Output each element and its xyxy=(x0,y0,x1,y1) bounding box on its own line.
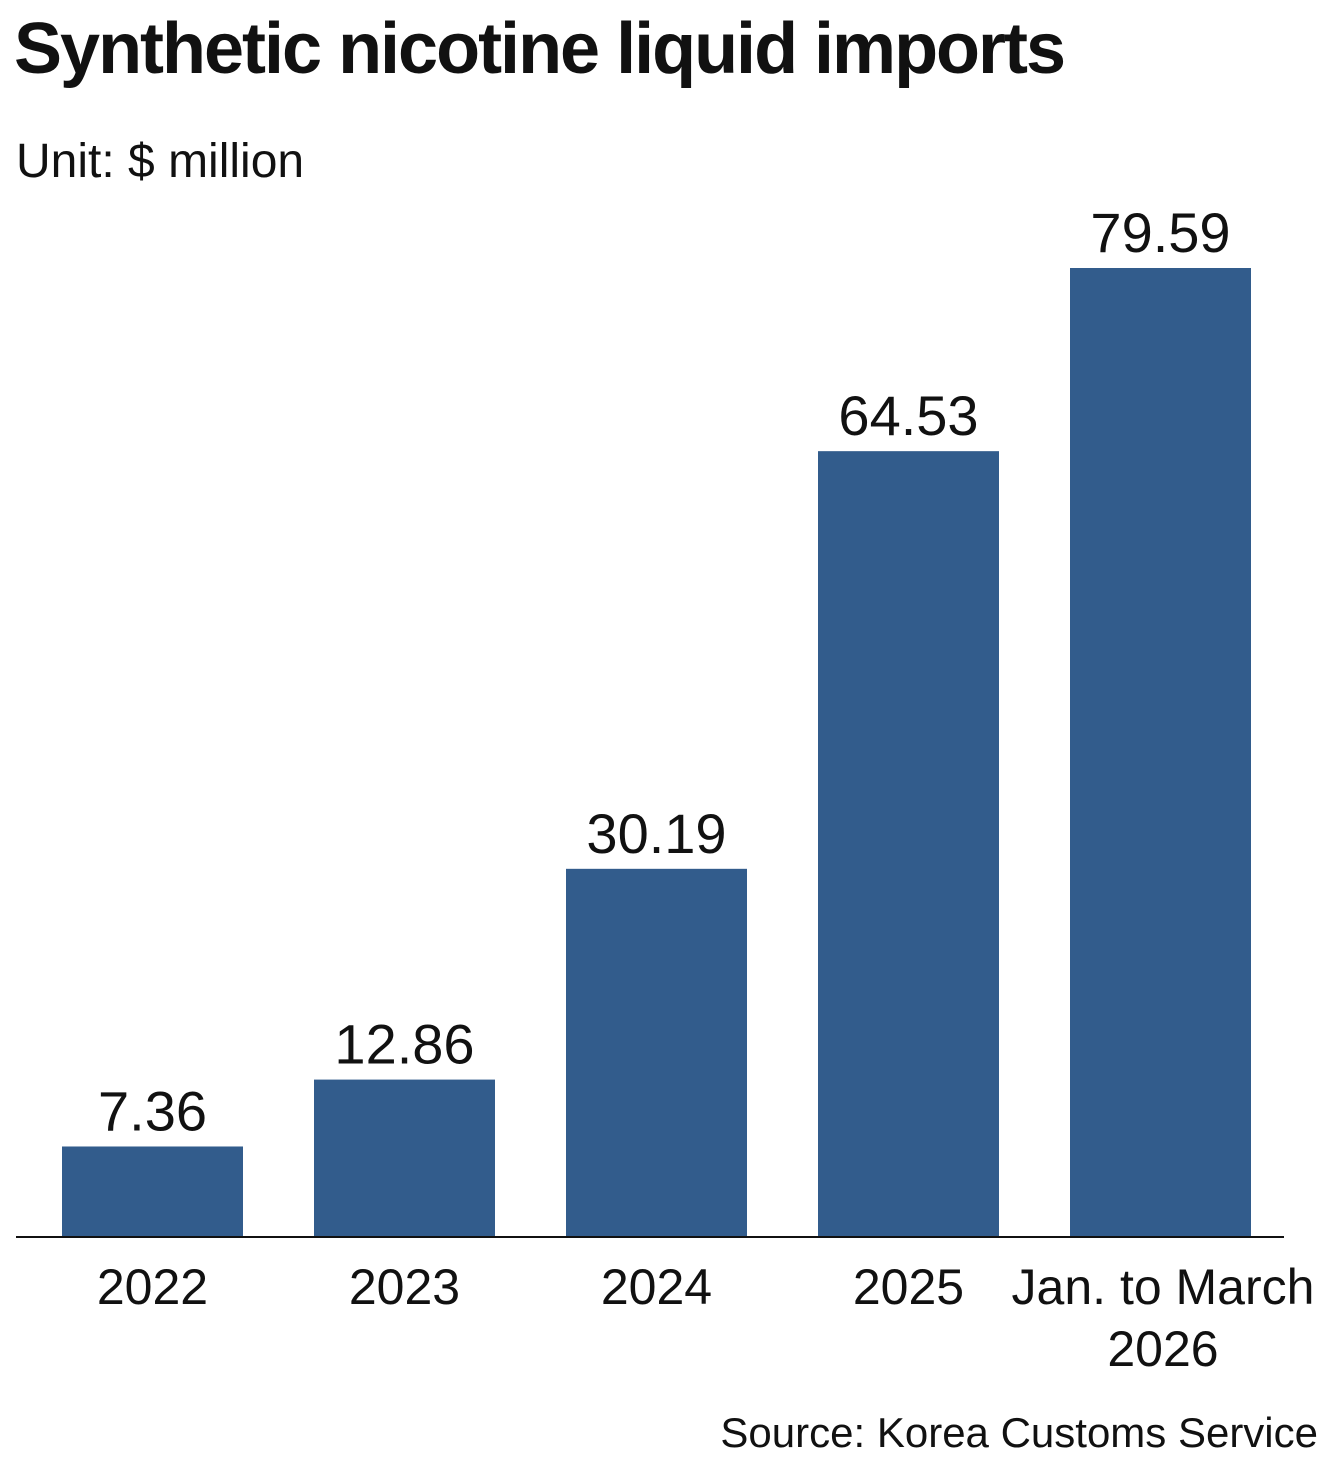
source-note: Source: Korea Customs Service xyxy=(720,1409,1318,1456)
x-tick-labels-group: 2022 2023 2024 2025 Jan. to March 2026 xyxy=(97,1259,1315,1377)
unit-label: Unit: $ million xyxy=(16,135,305,188)
bar-4 xyxy=(818,451,999,1236)
x-tick-label: Jan. to March 2026 xyxy=(1012,1259,1315,1377)
bar-3 xyxy=(566,868,747,1236)
chart-title: Synthetic nicotine liquid imports xyxy=(14,9,1066,89)
x-tick-label: 2023 xyxy=(349,1259,460,1315)
bar-value-label: 79.59 xyxy=(1090,201,1230,264)
bar-1 xyxy=(62,1146,243,1236)
x-tick-label: 2022 xyxy=(97,1259,208,1315)
bar-value-label: 30.19 xyxy=(586,802,726,865)
bar-value-label: 64.53 xyxy=(838,384,978,447)
bars-group xyxy=(62,268,1251,1236)
value-labels-group: 7.36 12.86 30.19 64.53 79.59 xyxy=(98,201,1231,1142)
bar-2 xyxy=(314,1079,495,1236)
x-tick-label: 2025 xyxy=(853,1259,964,1315)
bar-value-label: 12.86 xyxy=(334,1013,474,1076)
x-tick-label: 2024 xyxy=(601,1259,712,1315)
bar-5 xyxy=(1070,268,1251,1236)
bar-value-label: 7.36 xyxy=(98,1079,207,1142)
